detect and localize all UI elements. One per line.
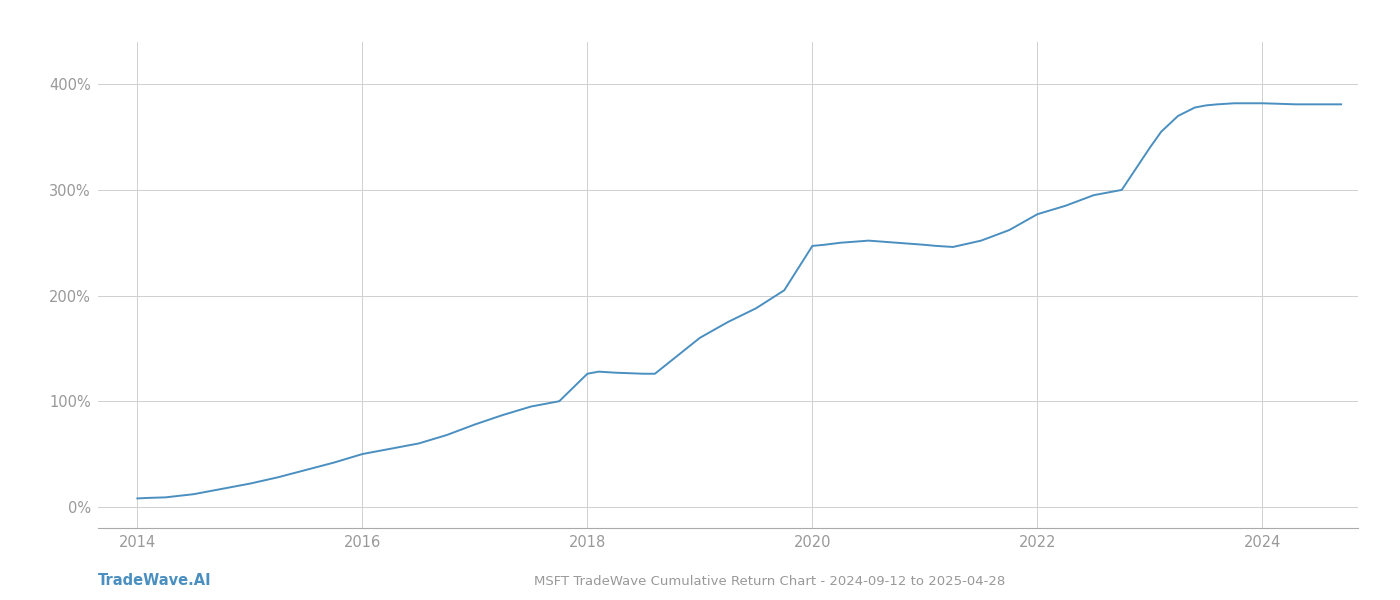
Text: TradeWave.AI: TradeWave.AI bbox=[98, 573, 211, 588]
Text: MSFT TradeWave Cumulative Return Chart - 2024-09-12 to 2025-04-28: MSFT TradeWave Cumulative Return Chart -… bbox=[535, 575, 1005, 588]
